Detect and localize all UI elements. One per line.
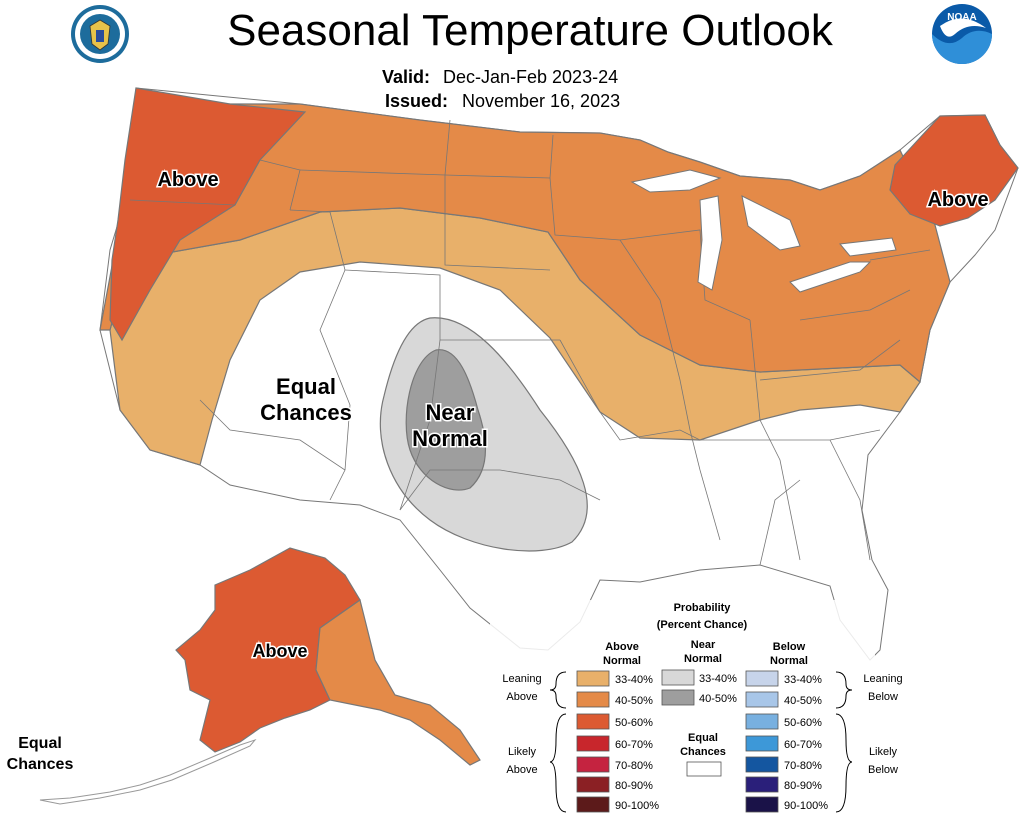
likely-below-2: Below: [868, 764, 898, 776]
legend-title-2: (Percent Chance): [657, 619, 748, 631]
swatch-above-90-100: [576, 796, 610, 813]
range-near-40-50: 40-50%: [699, 693, 737, 705]
legend-above-column: 33-40% 40-50% 50-60% 60-70% 70-80% 80-90…: [576, 670, 659, 813]
legend-title-1: Probability: [674, 602, 732, 614]
swatch-above-40-50: [576, 691, 610, 708]
likely-above-2: Above: [506, 764, 537, 776]
great-lakes: [630, 169, 897, 293]
swatch-below-40-50: [745, 691, 779, 708]
likely-above-1: Likely: [508, 746, 537, 758]
leaning-below-2: Below: [868, 691, 898, 703]
swatch-equal-chances: [686, 761, 722, 777]
issued-label: Issued:: [385, 91, 448, 111]
logo-noaa: NOAA: [932, 4, 992, 64]
alaska-above-50-60: [175, 547, 361, 753]
alaska-above-40-50: [315, 599, 481, 766]
legend-col-near-1: Near: [691, 639, 716, 651]
swatch-below-60-70: [745, 735, 779, 752]
legend-col-below-2: Normal: [770, 655, 808, 667]
swatch-below-70-80: [745, 756, 779, 773]
swatch-above-70-80: [576, 756, 610, 773]
valid-value: Dec-Jan-Feb 2023-24: [443, 67, 618, 87]
above-50-60-west: [109, 87, 307, 342]
legend-col-above-1: Above: [605, 641, 639, 653]
valid-label: Valid:: [382, 67, 430, 87]
noaa-logo-text: NOAA: [947, 12, 976, 23]
label-equal-chances-1: Equal: [276, 374, 336, 399]
range-below-50-60: 50-60%: [784, 717, 822, 729]
brace-likely-above: [549, 713, 567, 813]
range-below-40-50: 40-50%: [784, 695, 822, 707]
range-below-33-40: 33-40%: [784, 674, 822, 686]
range-near-33-40: 33-40%: [699, 673, 737, 685]
swatch-below-50-60: [745, 713, 779, 730]
swatch-below-90-100: [745, 796, 779, 813]
logo-doc-seal: [71, 5, 129, 63]
range-below-60-70: 60-70%: [784, 739, 822, 751]
likely-below-1: Likely: [869, 746, 898, 758]
legend-col-above-2: Normal: [603, 655, 641, 667]
legend-below-column: 33-40% 40-50% 50-60% 60-70% 70-80% 80-90…: [745, 670, 828, 813]
above-50-60-northeast: [889, 114, 1019, 227]
issued-value: November 16, 2023: [462, 91, 620, 111]
legend: Probability (Percent Chance) Above Norma…: [490, 600, 903, 815]
swatch-below-80-90: [745, 776, 779, 793]
legend-col-below-1: Below: [773, 641, 806, 653]
range-above-70-80: 70-80%: [615, 760, 653, 772]
label-near-normal-1: Near: [426, 400, 475, 425]
range-above-80-90: 80-90%: [615, 780, 653, 792]
label-above-west: Above: [157, 169, 218, 191]
brace-likely-below: [835, 713, 853, 813]
swatch-above-80-90: [576, 776, 610, 793]
swatch-above-33-40: [576, 670, 610, 687]
label-above-alaska: Above: [252, 641, 307, 661]
state-borders: [129, 119, 931, 566]
alaska-map: [39, 547, 481, 805]
brace-leaning-above: [549, 671, 567, 709]
range-above-33-40: 33-40%: [615, 674, 653, 686]
swatch-below-33-40: [745, 670, 779, 687]
swatch-near-33-40: [661, 669, 695, 686]
swatch-above-60-70: [576, 735, 610, 752]
range-above-40-50: 40-50%: [615, 695, 653, 707]
leaning-below-1: Leaning: [863, 673, 902, 685]
legend-col-near-2: Normal: [684, 653, 722, 665]
label-above-northeast: Above: [927, 189, 988, 211]
legend-ec-2: Chances: [680, 746, 726, 758]
label-alaska-ec-2: Chances: [7, 756, 74, 773]
swatch-near-40-50: [661, 689, 695, 706]
swatch-above-50-60: [576, 713, 610, 730]
range-below-70-80: 70-80%: [784, 760, 822, 772]
range-below-80-90: 80-90%: [784, 780, 822, 792]
legend-near-column: 33-40% 40-50% Equal Chances: [661, 669, 737, 777]
conus-map: [99, 87, 1019, 661]
range-below-90-100: 90-100%: [784, 800, 828, 812]
near-normal-40-50: [405, 349, 486, 491]
leaning-above-2: Above: [506, 691, 537, 703]
label-equal-chances-2: Chances: [260, 400, 352, 425]
alaska-ec-islands: [39, 738, 257, 805]
label-near-normal-2: Normal: [412, 426, 488, 451]
range-above-60-70: 60-70%: [615, 739, 653, 751]
label-alaska-ec-1: Equal: [18, 735, 62, 752]
legend-ec-1: Equal: [688, 732, 718, 744]
leaning-above-1: Leaning: [502, 673, 541, 685]
brace-leaning-below: [835, 671, 853, 709]
range-above-50-60: 50-60%: [615, 717, 653, 729]
range-above-90-100: 90-100%: [615, 800, 659, 812]
page-title: Seasonal Temperature Outlook: [227, 6, 834, 55]
